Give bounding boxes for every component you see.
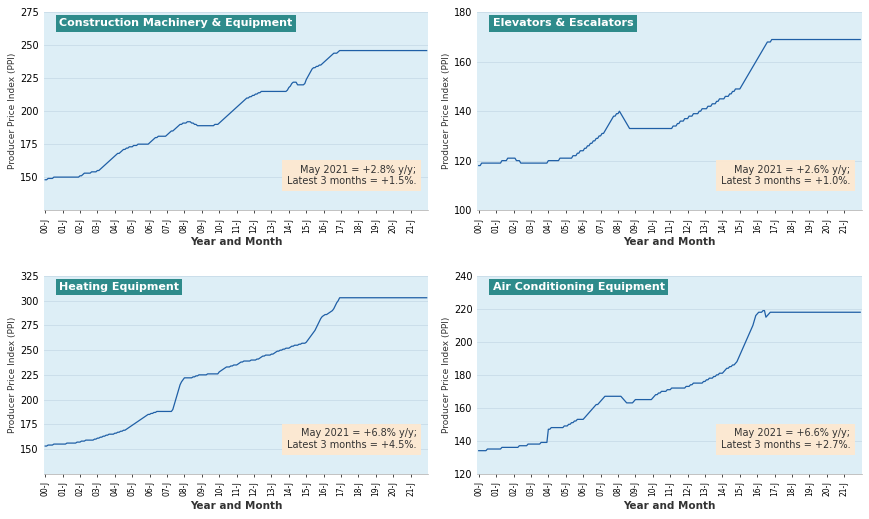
Text: Construction Machinery & Equipment: Construction Machinery & Equipment [59, 18, 292, 28]
Text: May 2021 = +2.8% y/y;
Latest 3 months = +1.5%.: May 2021 = +2.8% y/y; Latest 3 months = … [287, 165, 416, 186]
Y-axis label: Producer Price Index (PPI): Producer Price Index (PPI) [441, 53, 451, 169]
Text: May 2021 = +2.6% y/y;
Latest 3 months = +1.0%.: May 2021 = +2.6% y/y; Latest 3 months = … [720, 165, 849, 186]
Text: May 2021 = +6.8% y/y;
Latest 3 months = +4.5%.: May 2021 = +6.8% y/y; Latest 3 months = … [287, 428, 416, 450]
X-axis label: Year and Month: Year and Month [189, 501, 282, 511]
Y-axis label: Producer Price Index (PPI): Producer Price Index (PPI) [9, 317, 17, 433]
Text: Heating Equipment: Heating Equipment [59, 282, 179, 292]
Text: May 2021 = +6.6% y/y;
Latest 3 months = +2.7%.: May 2021 = +6.6% y/y; Latest 3 months = … [720, 428, 849, 450]
Text: Elevators & Escalators: Elevators & Escalators [492, 18, 633, 28]
X-axis label: Year and Month: Year and Month [622, 501, 715, 511]
X-axis label: Year and Month: Year and Month [189, 237, 282, 247]
X-axis label: Year and Month: Year and Month [622, 237, 715, 247]
Y-axis label: Producer Price Index (PPI): Producer Price Index (PPI) [9, 53, 17, 169]
Y-axis label: Producer Price Index (PPI): Producer Price Index (PPI) [441, 317, 450, 433]
Text: Air Conditioning Equipment: Air Conditioning Equipment [492, 282, 664, 292]
